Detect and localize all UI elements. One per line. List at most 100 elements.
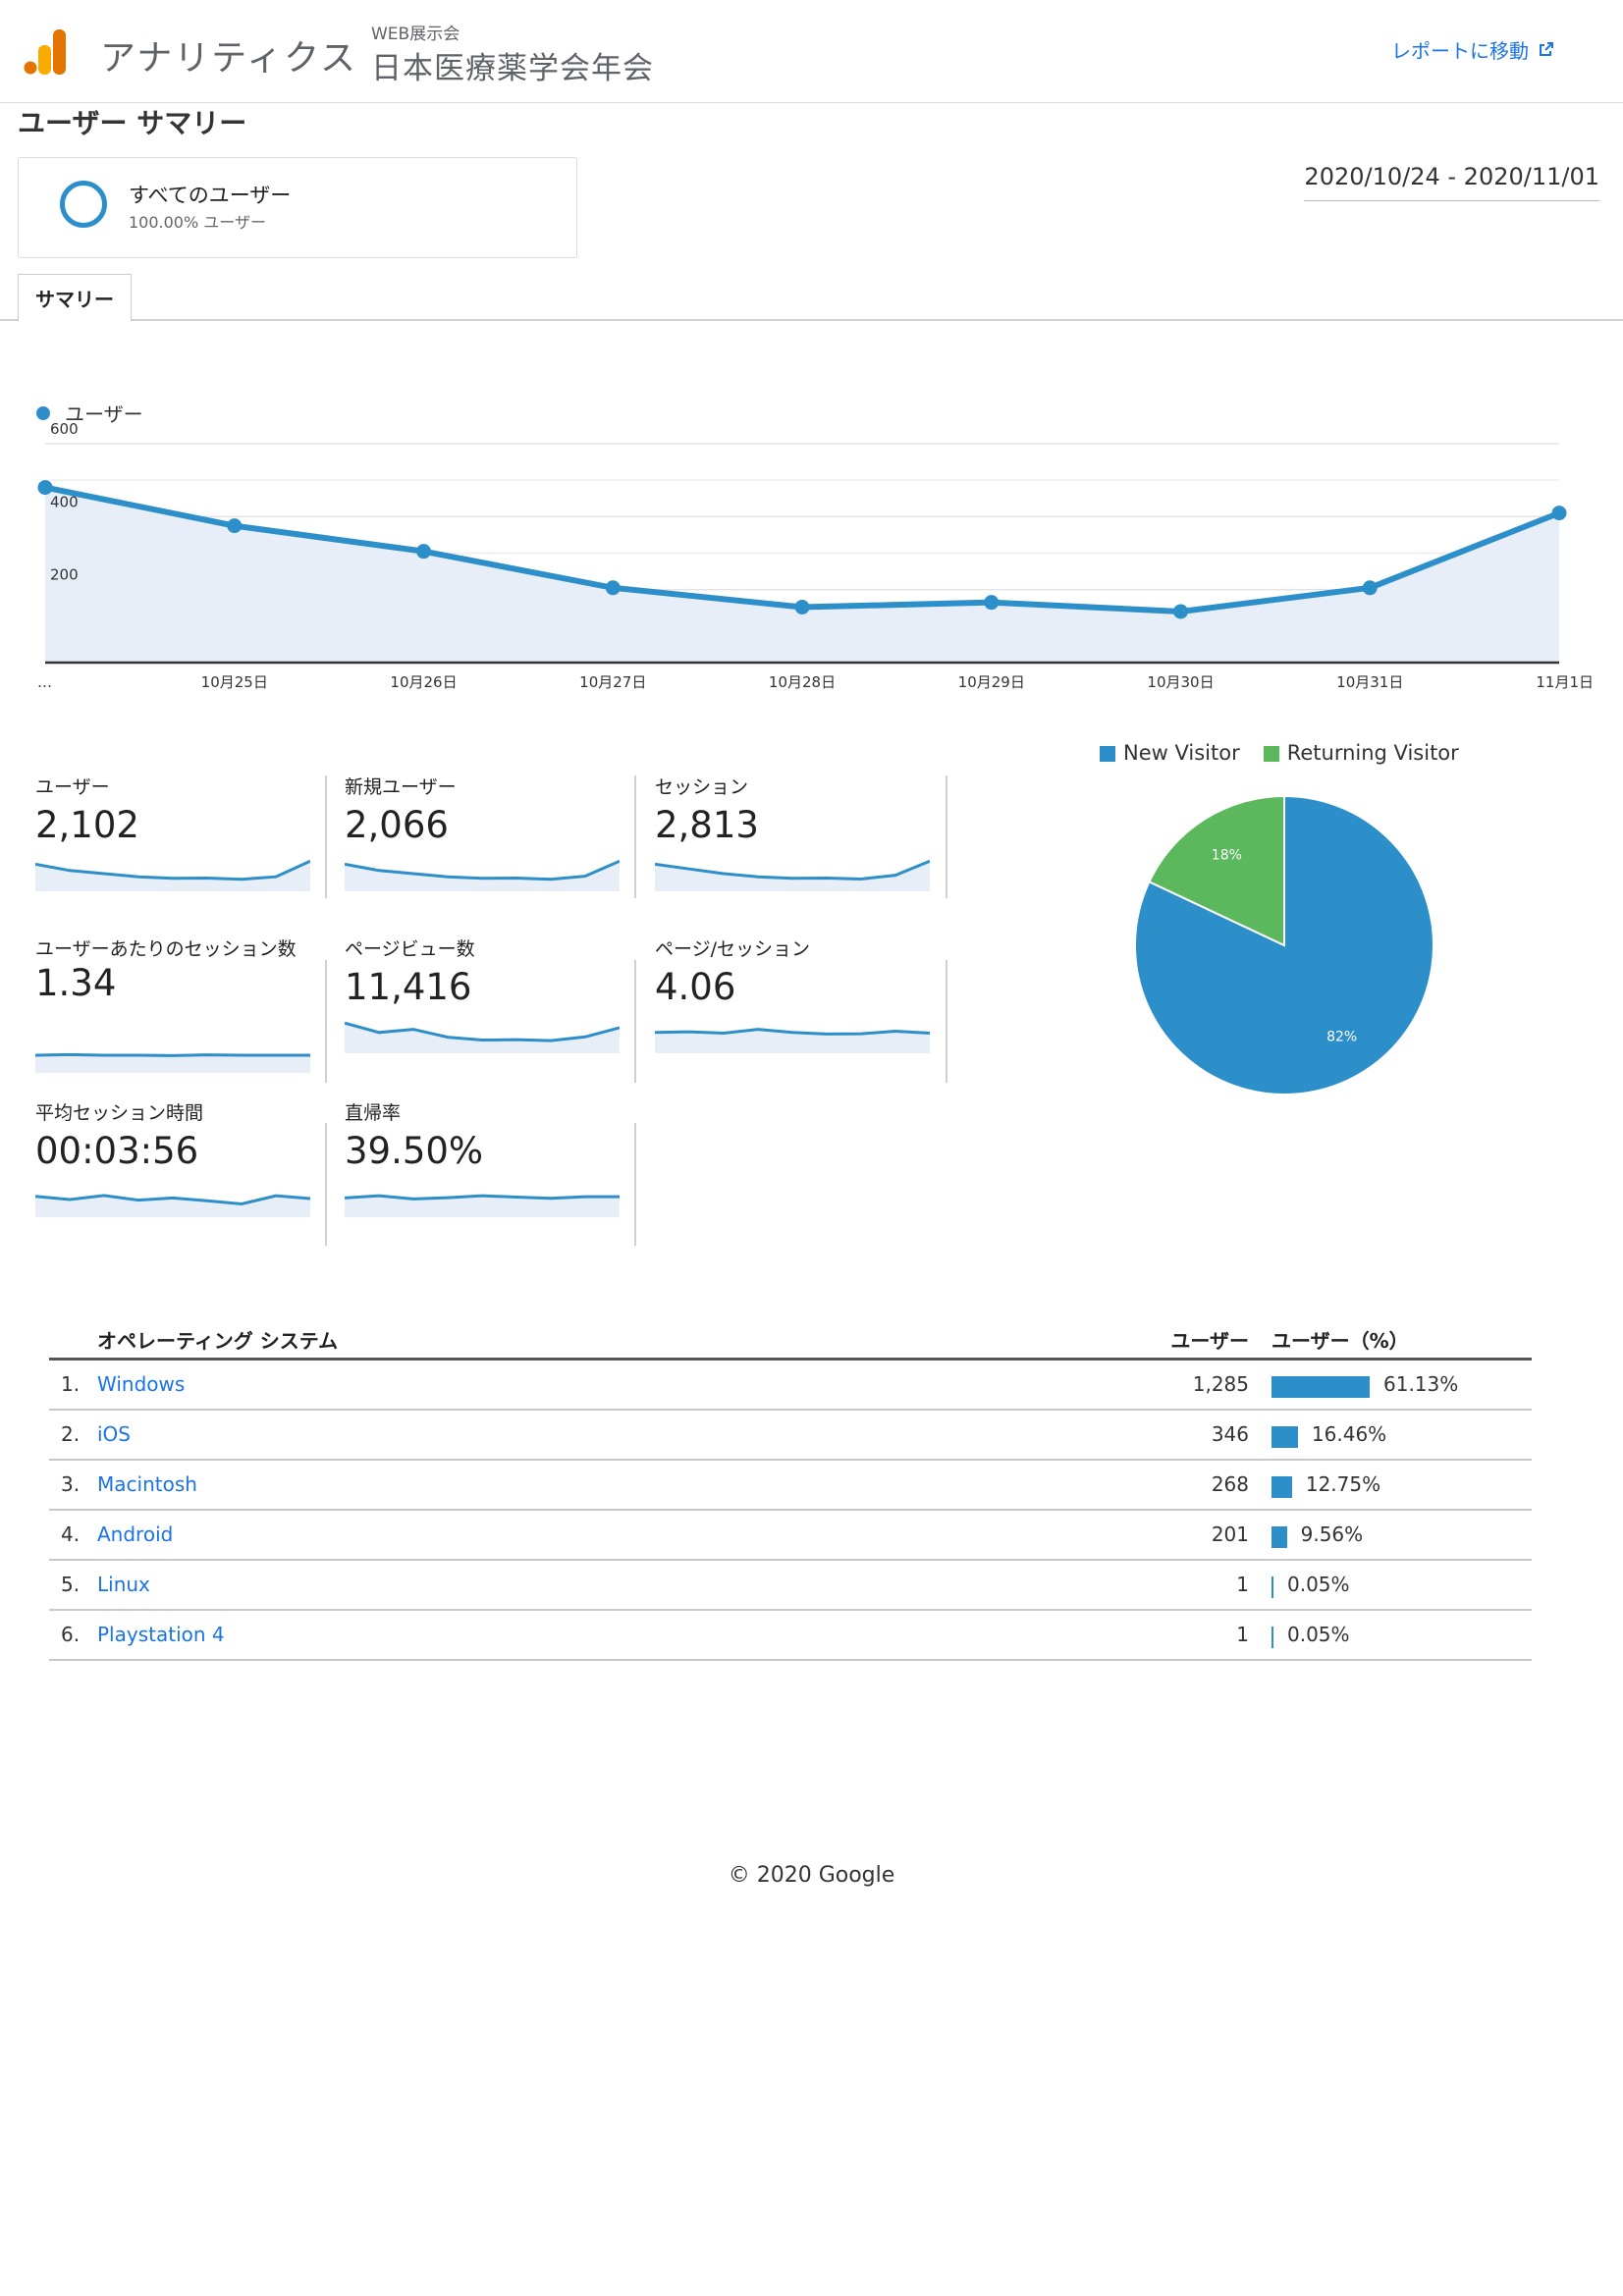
sparkline-line: [655, 859, 930, 881]
users-line-chart: ユーザー 200 400 600 … 10月25日 10月26日 10月27日 10月28日 10…: [36, 402, 1594, 691]
y-tick-label: 400: [50, 493, 79, 510]
sparkline-area: [35, 861, 310, 891]
os-table-body: 1. Windows 1,285 61.13% 2. iOS 346 16.46% 3. Maci…: [49, 1361, 1532, 1661]
legend-returning-visitor-label: Returning Visitor: [1286, 741, 1459, 765]
sparkline-area: [345, 861, 620, 891]
metric-value: 2,066: [345, 804, 449, 846]
row-pct: 12.75%: [1305, 1472, 1381, 1496]
row-pct-bar: [1271, 1627, 1273, 1648]
sparkline-line: [35, 1052, 310, 1057]
row-rank: 2.: [61, 1422, 81, 1446]
metric-label: 新規ユーザー: [345, 776, 457, 798]
row-pct: 9.56%: [1300, 1522, 1364, 1546]
data-point[interactable]: [984, 595, 1000, 611]
pie-legend: New Visitor Returning Visitor: [1100, 741, 1459, 765]
os-name-link[interactable]: Windows: [97, 1372, 186, 1396]
os-name-link[interactable]: Playstation 4: [97, 1623, 225, 1646]
metric-value: 11,416: [345, 966, 472, 1008]
row-pct-bar: [1271, 1426, 1298, 1448]
table-row: 5. Linux 1 0.05%: [49, 1561, 1532, 1611]
data-point[interactable]: [1551, 506, 1567, 521]
data-point[interactable]: [1173, 604, 1188, 619]
data-point[interactable]: [605, 580, 621, 596]
metric-label: セッション: [655, 776, 749, 798]
data-point[interactable]: [794, 600, 810, 615]
row-pct: 0.05%: [1287, 1573, 1350, 1596]
data-point[interactable]: [416, 544, 431, 560]
x-tick-label: 10月31日: [1336, 673, 1403, 691]
x-tick-label: 10月25日: [201, 673, 268, 691]
table-row: 2. iOS 346 16.46%: [49, 1411, 1532, 1461]
metric-sparkline: [35, 859, 310, 891]
users-pct-column-header[interactable]: ユーザー（%）: [1271, 1329, 1409, 1353]
users-column-header[interactable]: ユーザー: [1170, 1329, 1249, 1353]
metric-value: 39.50%: [345, 1130, 484, 1172]
metric-label: 平均セッション時間: [35, 1102, 204, 1124]
tab-bar-divider: [0, 319, 1623, 321]
data-point[interactable]: [227, 518, 243, 534]
metric-divider: [325, 775, 327, 898]
account-property: WEB展示会: [371, 25, 460, 44]
legend-returning-visitor[interactable]: Returning Visitor: [1263, 741, 1459, 765]
row-pct: 0.05%: [1287, 1623, 1350, 1646]
app-title: アナリティクス: [100, 38, 358, 79]
os-column-header[interactable]: オペレーティング システム: [97, 1329, 339, 1353]
metric-card[interactable]: ユーザー 2,102: [35, 775, 310, 891]
x-tick-label: 10月30日: [1147, 673, 1214, 691]
sparkline-line: [35, 1194, 310, 1205]
legend-new-visitor-label: New Visitor: [1123, 741, 1240, 765]
row-users: 346: [1211, 1422, 1249, 1446]
segment-card[interactable]: すべてのユーザー 100.00% ユーザー: [18, 157, 577, 258]
metric-card[interactable]: セッション 2,813: [655, 775, 930, 891]
account-view-name: 日本医療薬学会年会: [371, 51, 654, 86]
date-range-picker[interactable]: 2020/10/24 - 2020/11/01: [1304, 163, 1599, 201]
segment-name: すべてのユーザー: [129, 184, 292, 207]
footer-copyright: © 2020 Google: [728, 1863, 895, 1888]
row-pct-bar: [1271, 1476, 1292, 1498]
os-name-link[interactable]: Linux: [97, 1573, 150, 1596]
go-to-report-link[interactable]: レポートに移動: [1391, 35, 1554, 64]
metric-value: 1.34: [35, 962, 117, 1004]
metric-label: ページ/セッション: [655, 938, 811, 960]
pie-slice-label: 18%: [1212, 848, 1242, 864]
os-name-link[interactable]: iOS: [97, 1422, 131, 1446]
row-pct: 16.46%: [1311, 1422, 1387, 1446]
sparkline-area: [655, 1029, 930, 1053]
segment-circle-icon: [60, 181, 107, 228]
data-point[interactable]: [1362, 580, 1378, 596]
users-area: [45, 487, 1559, 663]
legend-dot: [36, 406, 50, 420]
os-name-link[interactable]: Android: [97, 1522, 174, 1546]
metric-divider: [634, 1123, 636, 1246]
sparkline-line: [345, 1194, 620, 1201]
metric-value: 2,813: [655, 804, 759, 846]
metric-divider: [325, 960, 327, 1083]
line-legend-label: ユーザー: [65, 402, 143, 426]
tab-summary[interactable]: サマリー: [18, 274, 132, 321]
metric-sparkline: [655, 859, 930, 891]
legend-new-visitor[interactable]: New Visitor: [1100, 741, 1240, 765]
data-point[interactable]: [37, 480, 53, 496]
row-users: 268: [1211, 1472, 1249, 1496]
y-tick-label: 200: [50, 566, 79, 584]
metric-card[interactable]: 平均セッション時間 00:03:56: [35, 1101, 310, 1217]
metric-card[interactable]: 直帰率 39.50%: [345, 1101, 620, 1217]
metric-label: ユーザーあたりのセッション数: [35, 938, 297, 960]
os-name-link[interactable]: Macintosh: [97, 1472, 197, 1496]
metric-card[interactable]: 新規ユーザー 2,066: [345, 775, 620, 891]
go-to-report-label: レポートに移動: [1391, 39, 1529, 63]
pie-slice-label: 82%: [1326, 1029, 1357, 1044]
row-pct-bar: [1271, 1376, 1370, 1398]
sparkline-line: [655, 1028, 930, 1036]
sparkline-area: [655, 861, 930, 891]
metric-card[interactable]: ページ/セッション 4.06: [655, 937, 930, 1053]
metric-card[interactable]: ページビュー数 11,416: [345, 937, 620, 1053]
sparkline-line: [345, 1021, 620, 1042]
metric-card[interactable]: ユーザーあたりのセッション数 1.34: [35, 937, 310, 1073]
sparkline-area: [35, 1054, 310, 1073]
pie-slice-returning-visitor[interactable]: [1148, 794, 1285, 947]
x-tick-label: 10月27日: [579, 673, 646, 691]
metric-sparkline: [35, 1194, 310, 1217]
row-rank: 5.: [61, 1573, 81, 1596]
metric-label: ページビュー数: [345, 938, 475, 960]
